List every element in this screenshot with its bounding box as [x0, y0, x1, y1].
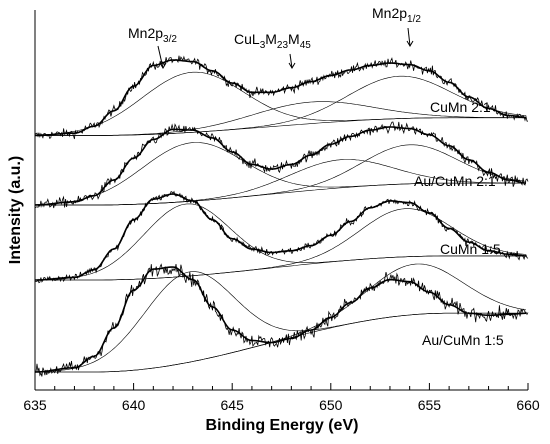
x-tick-label: 660 [516, 397, 540, 413]
series-layer: CuMn 2:1 Au/CuMn 2:1 CuMn 1:5 Au/CuMn 1:5 [34, 55, 529, 377]
envelope-fit [35, 126, 527, 206]
annotation-arrowhead [406, 40, 414, 47]
spectrum-3: CuMn 1:5 [34, 190, 529, 284]
annotation-label: Mn2p3/2 [128, 25, 177, 45]
raw-data-trace [34, 263, 529, 377]
background-line [35, 255, 525, 281]
x-tick-label: 650 [319, 397, 343, 413]
x-axis-title: Binding Energy (eV) [206, 417, 359, 434]
annotation-arrowhead [288, 62, 296, 69]
y-axis-title: Intensity (a.u.) [7, 156, 24, 264]
annotation-arrow [407, 27, 411, 47]
series-label: CuMn 1:5 [440, 241, 501, 257]
annotation-arrow [289, 53, 293, 69]
envelope-fit [35, 193, 527, 281]
annotation-arrow [157, 45, 164, 69]
series-label: Au/CuMn 2:1 [414, 173, 496, 189]
raw-data-trace [34, 190, 529, 284]
annotation-label: CuL3M23M45 [234, 31, 311, 51]
x-tick-label: 640 [122, 397, 146, 413]
annotation-arrowhead [159, 62, 167, 69]
x-tick-label: 655 [418, 397, 442, 413]
spectrum-2: Au/CuMn 2:1 [34, 121, 529, 209]
background-line [35, 182, 525, 206]
envelope-fit [34, 59, 527, 137]
x-tick-label: 635 [23, 397, 47, 413]
annotation-label: Mn2p1/2 [372, 5, 421, 25]
spectrum-4: Au/CuMn 1:5 [34, 263, 529, 377]
component-peak-1 [35, 271, 526, 372]
axes: 635 640 645 650 655 660 [23, 10, 540, 413]
x-tick-label: 645 [221, 397, 245, 413]
spectrum-1: CuMn 2:1 [34, 55, 529, 140]
series-label: CuMn 2:1 [430, 99, 491, 115]
component-peak-2 [35, 263, 527, 373]
raw-data-trace [34, 55, 529, 140]
background-line [35, 117, 525, 136]
raw-data-trace [34, 121, 529, 209]
annotations: Mn2p3/2 CuL3M23M45 Mn2p1/2 [128, 5, 421, 69]
series-label: Au/CuMn 1:5 [422, 332, 504, 348]
envelope-fit [35, 266, 527, 373]
